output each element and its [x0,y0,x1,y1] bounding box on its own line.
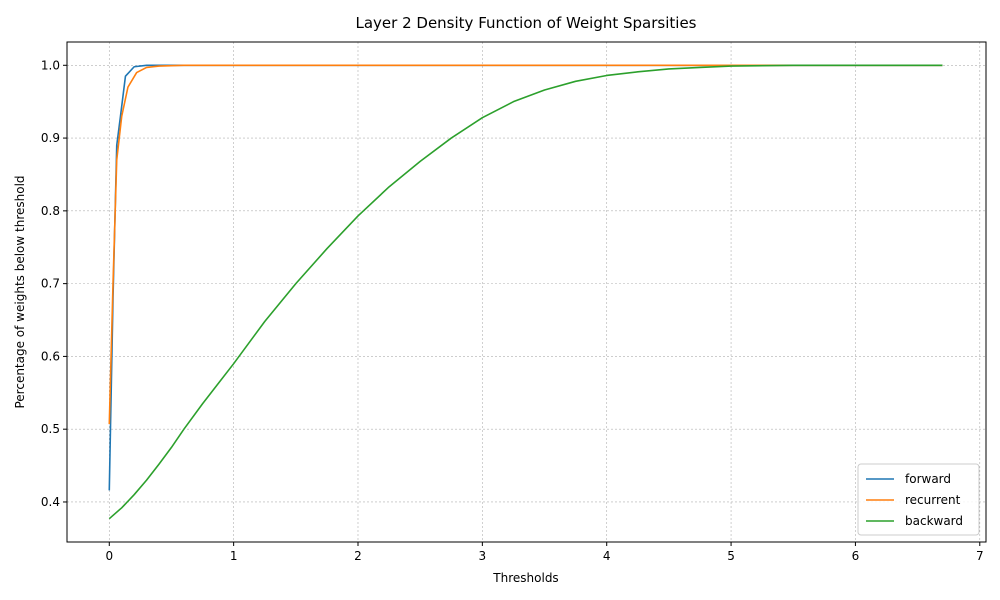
x-tick-label: 6 [852,549,860,563]
chart-title: Layer 2 Density Function of Weight Spars… [356,14,697,32]
legend: forward recurrent backward [857,463,980,536]
x-tick-label: 1 [230,549,238,563]
y-tick-label: 0.4 [41,495,60,509]
y-tick-label: 0.8 [41,204,60,218]
legend-box [857,463,980,536]
y-tick-label: 0.5 [41,422,60,436]
y-tick-label: 0.6 [41,349,60,363]
series-line-recurrent [108,64,943,425]
x-tick-label: 0 [105,549,113,563]
legend-label-backward: backward [905,514,963,528]
x-tick-label: 3 [479,549,487,563]
y-tick-label: 1.0 [41,58,60,72]
x-tick-label: 5 [727,549,735,563]
y-axis-label: Percentage of weights below threshold [13,175,27,408]
plot-area [67,42,986,542]
series-line-backward [108,64,943,520]
x-axis: 0 1 2 3 4 5 6 7 [105,542,984,563]
x-axis-label: Thresholds [492,571,558,585]
series-line-forward [108,64,943,491]
y-axis: 0.4 0.5 0.6 0.7 0.8 0.9 1.0 [41,58,67,509]
legend-label-recurrent: recurrent [905,493,961,507]
x-tick-label: 4 [603,549,611,563]
x-tick-label: 2 [354,549,362,563]
plot-frame [66,41,987,543]
y-tick-label: 0.7 [41,277,60,291]
y-tick-label: 0.9 [41,131,60,145]
series-layer [108,64,943,520]
legend-label-forward: forward [905,472,951,486]
x-tick-label: 7 [976,549,984,563]
